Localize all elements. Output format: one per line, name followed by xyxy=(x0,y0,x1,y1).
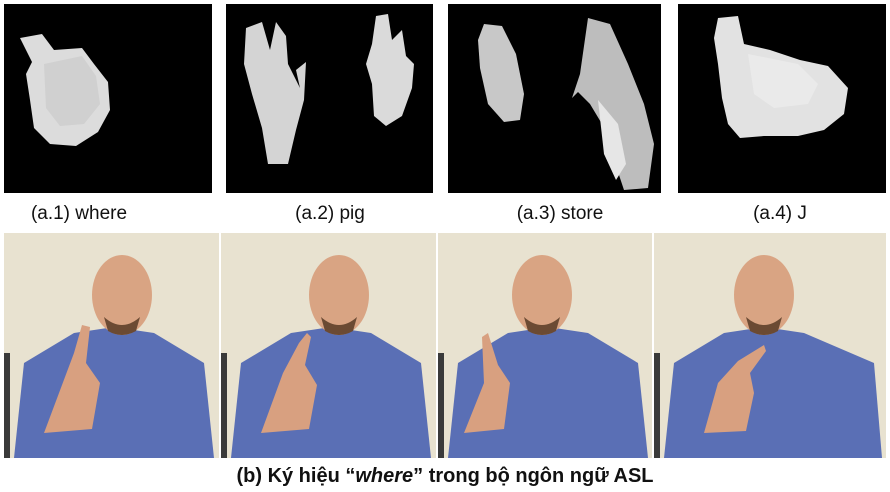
hand-silhouette-where xyxy=(20,34,110,146)
signer-photo-3 xyxy=(438,233,652,458)
caption-suffix: trong bộ ngôn ngữ ASL xyxy=(423,465,654,487)
figure-caption-b: (b) Ký hiệu “where” trong bộ ngôn ngữ AS… xyxy=(0,465,890,488)
caption-quote-close: ” xyxy=(413,465,424,487)
signer-photo-4 xyxy=(654,233,886,458)
signer-photo-1 xyxy=(4,233,219,458)
caption-a1: (a.1) where xyxy=(30,203,128,224)
depth-image-pig xyxy=(226,4,433,193)
caption-italic-word: where xyxy=(355,465,414,487)
photo-frame-3 xyxy=(438,233,652,458)
hand-silhouette-store xyxy=(478,18,654,190)
photo-frame-2 xyxy=(221,233,436,458)
depth-image-where xyxy=(4,4,212,193)
caption-prefix: (b) Ký hiệu xyxy=(236,465,346,487)
depth-image-J xyxy=(678,4,886,193)
caption-a4: (a.4) J xyxy=(753,203,807,224)
caption-a2: (a.2) pig xyxy=(295,203,365,224)
photo-frame-4 xyxy=(654,233,886,458)
caption-quote-open: “ xyxy=(345,465,356,487)
caption-a3: (a.3) store xyxy=(516,203,604,224)
depth-image-store xyxy=(448,4,661,193)
hand-silhouette-pig xyxy=(244,14,414,164)
signer-photo-2 xyxy=(221,233,436,458)
hand-silhouette-J xyxy=(714,16,848,138)
photo-frame-1 xyxy=(4,233,219,458)
